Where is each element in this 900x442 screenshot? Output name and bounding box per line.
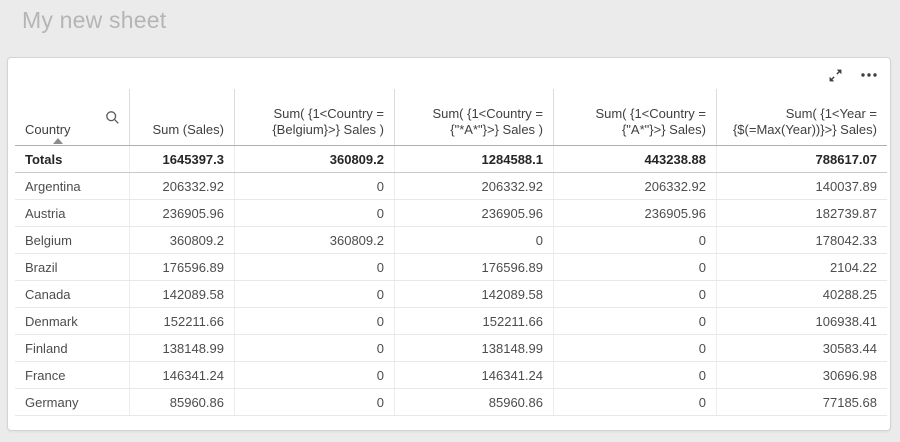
table-row: Germany 85960.86 0 85960.86 0 77185.68 bbox=[15, 389, 887, 416]
country-cell[interactable]: Germany bbox=[25, 394, 79, 410]
value-cell[interactable]: 0 bbox=[234, 281, 394, 307]
value-cell[interactable]: 176596.89 bbox=[129, 254, 234, 280]
table-row: Canada 142089.58 0 142089.58 0 40288.25 bbox=[15, 281, 887, 308]
totals-value: 1645397.3 bbox=[129, 146, 234, 172]
search-icon[interactable] bbox=[105, 110, 120, 125]
value-cell[interactable]: 77185.68 bbox=[716, 389, 887, 415]
value-cell[interactable]: 40288.25 bbox=[716, 281, 887, 307]
value-cell[interactable]: 360809.2 bbox=[234, 227, 394, 253]
straight-table: Country Sum (Sales) Sum( {1<Country = {B… bbox=[15, 89, 887, 416]
value-cell[interactable]: 176596.89 bbox=[394, 254, 553, 280]
value-cell[interactable]: 206332.92 bbox=[129, 173, 234, 199]
country-cell[interactable]: Finland bbox=[25, 340, 68, 356]
column-header-wildcard-a-expr[interactable]: Sum( {1<Country = {"*A*"}>} Sales ) bbox=[394, 89, 553, 145]
column-header-max-year-expr[interactable]: Sum( {1<Year = {$(=Max(Year))}>} Sales) bbox=[716, 89, 887, 145]
value-cell[interactable]: 0 bbox=[234, 254, 394, 280]
table-row: Finland 138148.99 0 138148.99 0 30583.44 bbox=[15, 335, 887, 362]
totals-value: 443238.88 bbox=[553, 146, 716, 172]
totals-value: 1284588.1 bbox=[394, 146, 553, 172]
value-cell[interactable]: 146341.24 bbox=[129, 362, 234, 388]
country-cell[interactable]: Austria bbox=[25, 205, 66, 221]
value-cell[interactable]: 236905.96 bbox=[394, 200, 553, 226]
value-cell[interactable]: 0 bbox=[234, 335, 394, 361]
value-cell[interactable]: 0 bbox=[234, 308, 394, 334]
value-cell[interactable]: 140037.89 bbox=[716, 173, 887, 199]
value-cell[interactable]: 0 bbox=[553, 389, 716, 415]
totals-value: 360809.2 bbox=[234, 146, 394, 172]
expand-arrows-icon bbox=[829, 69, 842, 81]
sheet-title: My new sheet bbox=[22, 7, 167, 33]
table-object-card: Country Sum (Sales) Sum( {1<Country = {B… bbox=[7, 57, 891, 431]
totals-row: Totals 1645397.3 360809.2 1284588.1 4432… bbox=[15, 146, 887, 173]
fullscreen-button[interactable] bbox=[823, 64, 848, 87]
value-cell[interactable]: 0 bbox=[553, 281, 716, 307]
value-cell[interactable]: 0 bbox=[553, 335, 716, 361]
country-cell[interactable]: Canada bbox=[25, 286, 71, 302]
column-header-belgium-expr[interactable]: Sum( {1<Country = {Belgium}>} Sales ) bbox=[234, 89, 394, 145]
object-toolbar bbox=[823, 63, 882, 87]
country-cell[interactable]: Denmark bbox=[25, 313, 78, 329]
value-cell[interactable]: 0 bbox=[234, 389, 394, 415]
value-cell[interactable]: 0 bbox=[553, 254, 716, 280]
value-cell[interactable]: 0 bbox=[553, 227, 716, 253]
value-cell[interactable]: 142089.58 bbox=[394, 281, 553, 307]
column-header-a-star-expr[interactable]: Sum( {1<Country = {"A*"}>} Sales) bbox=[553, 89, 716, 145]
totals-label: Totals bbox=[25, 151, 63, 167]
value-cell[interactable]: 146341.24 bbox=[394, 362, 553, 388]
column-header-sum-sales[interactable]: Sum (Sales) bbox=[129, 89, 234, 145]
value-cell[interactable]: 0 bbox=[553, 308, 716, 334]
column-header-country[interactable]: Country bbox=[15, 89, 129, 145]
value-cell[interactable]: 178042.33 bbox=[716, 227, 887, 253]
country-cell[interactable]: Belgium bbox=[25, 232, 72, 248]
table-row: Belgium 360809.2 360809.2 0 0 178042.33 bbox=[15, 227, 887, 254]
value-cell[interactable]: 30583.44 bbox=[716, 335, 887, 361]
value-cell[interactable]: 236905.96 bbox=[553, 200, 716, 226]
value-cell[interactable]: 0 bbox=[553, 362, 716, 388]
value-cell[interactable]: 85960.86 bbox=[394, 389, 553, 415]
value-cell[interactable]: 0 bbox=[394, 227, 553, 253]
country-cell[interactable]: Argentina bbox=[25, 178, 81, 194]
table-row: Denmark 152211.66 0 152211.66 0 106938.4… bbox=[15, 308, 887, 335]
value-cell[interactable]: 182739.87 bbox=[716, 200, 887, 226]
value-cell[interactable]: 142089.58 bbox=[129, 281, 234, 307]
value-cell[interactable]: 0 bbox=[234, 173, 394, 199]
value-cell[interactable]: 152211.66 bbox=[129, 308, 234, 334]
value-cell[interactable]: 206332.92 bbox=[394, 173, 553, 199]
column-header-label: Country bbox=[25, 121, 71, 137]
value-cell[interactable]: 152211.66 bbox=[394, 308, 553, 334]
value-cell[interactable]: 138148.99 bbox=[394, 335, 553, 361]
value-cell[interactable]: 0 bbox=[234, 362, 394, 388]
country-cell[interactable]: Brazil bbox=[25, 259, 58, 275]
table-body: Argentina 206332.92 0 206332.92 206332.9… bbox=[15, 173, 887, 416]
value-cell[interactable]: 138148.99 bbox=[129, 335, 234, 361]
value-cell[interactable]: 85960.86 bbox=[129, 389, 234, 415]
value-cell[interactable]: 206332.92 bbox=[553, 173, 716, 199]
value-cell[interactable]: 30696.98 bbox=[716, 362, 887, 388]
table-row: Austria 236905.96 0 236905.96 236905.96 … bbox=[15, 200, 887, 227]
table-row: Brazil 176596.89 0 176596.89 0 2104.22 bbox=[15, 254, 887, 281]
ellipsis-icon bbox=[861, 73, 877, 77]
value-cell[interactable]: 0 bbox=[234, 200, 394, 226]
table-row: Argentina 206332.92 0 206332.92 206332.9… bbox=[15, 173, 887, 200]
value-cell[interactable]: 360809.2 bbox=[129, 227, 234, 253]
country-cell[interactable]: France bbox=[25, 367, 66, 383]
totals-value: 788617.07 bbox=[716, 146, 887, 172]
value-cell[interactable]: 106938.41 bbox=[716, 308, 887, 334]
table-row: France 146341.24 0 146341.24 0 30696.98 bbox=[15, 362, 887, 389]
value-cell[interactable]: 236905.96 bbox=[129, 200, 234, 226]
more-options-button[interactable] bbox=[856, 63, 882, 87]
table-header-row: Country Sum (Sales) Sum( {1<Country = {B… bbox=[15, 89, 887, 146]
sort-ascending-icon bbox=[53, 138, 63, 144]
value-cell[interactable]: 2104.22 bbox=[716, 254, 887, 280]
